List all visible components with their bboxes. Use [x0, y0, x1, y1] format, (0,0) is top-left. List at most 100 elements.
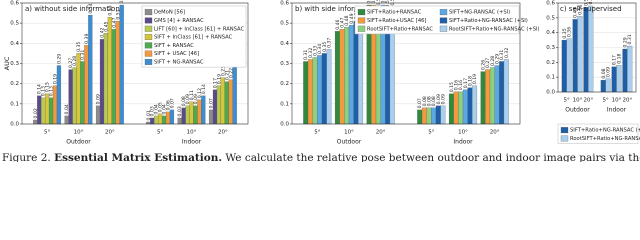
value-label: 0.32	[308, 48, 314, 58]
bar	[212, 89, 218, 125]
bar	[220, 77, 225, 125]
value-label: 0.29	[56, 54, 62, 64]
group-label: Indoor	[607, 107, 627, 114]
value-label: 0.35	[76, 42, 82, 52]
bar	[605, 78, 611, 93]
value-label: 0.08	[601, 68, 607, 78]
y-tick-label: 0.1	[280, 101, 289, 107]
x-tick-label: 10°	[344, 130, 354, 136]
y-axis-label: AUC	[3, 56, 11, 70]
value-label: 0.36	[567, 27, 573, 37]
value-label: 0.18	[616, 53, 622, 63]
bar	[303, 61, 309, 125]
bar	[48, 97, 54, 125]
value-label: 0.28	[72, 56, 78, 66]
y-tick-label: 0.0	[280, 122, 289, 128]
bar	[348, 25, 354, 125]
value-label: 0.19	[216, 74, 222, 84]
value-label: 0.59	[119, 0, 125, 4]
legend-label: GMS [4] + RANSAC	[154, 18, 204, 24]
value-label: 0.08	[431, 96, 437, 106]
value-label: 0.39	[84, 34, 90, 44]
value-label: 0.04	[64, 104, 70, 114]
legend-label: SIFT+Ratio+NG-RANSAC (+SI)	[570, 128, 640, 134]
panel-title: b) with side information	[295, 5, 378, 13]
bar	[119, 4, 124, 125]
caption-text: We calculate the relative pose between o…	[225, 152, 640, 162]
bar	[146, 121, 151, 125]
legend-swatch	[357, 9, 366, 16]
bar	[489, 67, 495, 125]
bar	[334, 31, 340, 125]
bar	[56, 65, 62, 125]
bar	[485, 69, 491, 125]
y-tick-label: 0.2	[280, 81, 289, 87]
bar	[472, 85, 478, 125]
bar	[494, 65, 500, 125]
value-label: 0.37	[326, 38, 332, 48]
bar	[189, 101, 194, 125]
legend-swatch	[144, 34, 153, 40]
x-tick-label: 20°	[105, 130, 115, 136]
value-label: 0.59	[367, 0, 373, 4]
value-label: 0.09	[440, 94, 446, 104]
legend-swatch	[144, 9, 153, 16]
bar	[453, 91, 459, 125]
bar	[431, 107, 437, 125]
legend-box	[354, 5, 520, 35]
value-label: 0.11	[189, 90, 195, 100]
value-label: 0.23	[220, 66, 226, 76]
bar	[181, 107, 186, 125]
value-label: 0.16	[454, 80, 460, 90]
bar	[440, 105, 446, 125]
y-tick-label: 0.2	[10, 81, 19, 87]
value-label: 0.08	[181, 96, 187, 106]
legend-label: SIFT+Ratio+USAC [46]	[367, 18, 426, 24]
x-tick-label: 10°	[187, 130, 197, 136]
value-label: 0.09	[96, 94, 102, 104]
x-tick-label: 5°	[157, 130, 163, 136]
y-tick-label: 0.4	[10, 41, 19, 47]
value-label: 0.19	[472, 74, 478, 84]
bar	[228, 79, 233, 125]
value-label: 0.33	[313, 46, 319, 56]
bar	[421, 107, 427, 125]
bar	[88, 14, 93, 125]
value-label: 0.09	[436, 94, 442, 104]
bar	[33, 119, 38, 125]
bar	[353, 21, 359, 125]
legend-label: RootSIFT+Ratio+NG-RANSAC (+SI)	[570, 136, 640, 142]
bar	[95, 105, 101, 125]
value-label: 0.31	[80, 50, 86, 60]
caption-bold: Essential Matrix Estimation.	[54, 152, 222, 162]
bar	[458, 91, 464, 125]
x-tick-label: 20°	[376, 130, 386, 136]
group-label: Outdoor	[565, 107, 590, 114]
value-label: 0.03	[150, 106, 156, 116]
panel-title: c) self-supervised	[560, 5, 622, 13]
value-label: 0.59	[371, 0, 377, 4]
value-label: 0.32	[504, 48, 510, 58]
x-tick-label: 10°	[573, 98, 583, 104]
bar	[185, 105, 190, 125]
y-tick-label: 0.1	[546, 75, 555, 81]
panel-title: a) without side information	[25, 5, 120, 13]
y-tick-label: 0.6	[10, 1, 19, 7]
legend-swatch	[439, 9, 448, 16]
bar	[177, 117, 182, 125]
bar	[161, 115, 167, 125]
bar	[76, 53, 81, 125]
value-label: 0.57	[385, 0, 391, 8]
bar	[561, 39, 567, 93]
value-label: 0.06	[166, 100, 172, 110]
bar	[627, 45, 633, 93]
x-tick-label: 10°	[458, 130, 468, 136]
value-label: 0.09	[193, 94, 199, 104]
bar	[467, 87, 473, 125]
value-label: 0.17	[212, 78, 218, 88]
x-tick-label: 5°	[564, 98, 570, 104]
bar	[107, 16, 112, 125]
x-tick-label: 20°	[490, 130, 500, 136]
legend-swatch	[144, 59, 153, 65]
y-tick-label: 0.3	[280, 61, 289, 67]
